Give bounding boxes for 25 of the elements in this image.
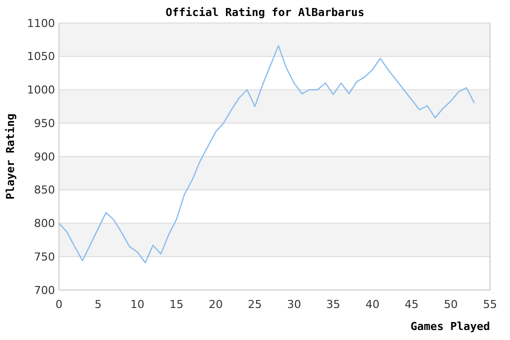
x-tick-label: 20 [208, 298, 223, 311]
y-tick-label: 1000 [27, 84, 55, 97]
x-tick-label: 45 [404, 298, 419, 311]
x-tick-label: 0 [56, 298, 62, 311]
y-tick-label: 800 [34, 217, 55, 230]
x-tick-label: 25 [248, 298, 262, 311]
x-tick-label: 55 [483, 298, 497, 311]
x-tick-label: 15 [170, 298, 184, 311]
chart-title: Official Rating for AlBarbarus [166, 6, 364, 19]
x-tick-label: 5 [94, 298, 102, 311]
y-tick-label: 1050 [27, 50, 55, 64]
y-tick-label: 850 [34, 184, 55, 197]
y-tick-label: 1100 [27, 16, 55, 30]
y-tick-label: 950 [34, 116, 55, 130]
y-axis-title: Player Rating [4, 113, 17, 200]
x-tick-label: 10 [130, 298, 144, 311]
x-tick-label: 35 [326, 298, 340, 311]
x-axis-title: Games Played [410, 320, 490, 333]
y-tick-label: 900 [34, 150, 55, 164]
line-series [58, 45, 475, 264]
y-tick-label: 700 [34, 284, 55, 297]
x-tick-label: 40 [365, 298, 380, 311]
y-tick-label: 750 [34, 250, 55, 264]
x-tick-label: 30 [287, 298, 302, 311]
x-tick-label: 50 [444, 298, 458, 311]
